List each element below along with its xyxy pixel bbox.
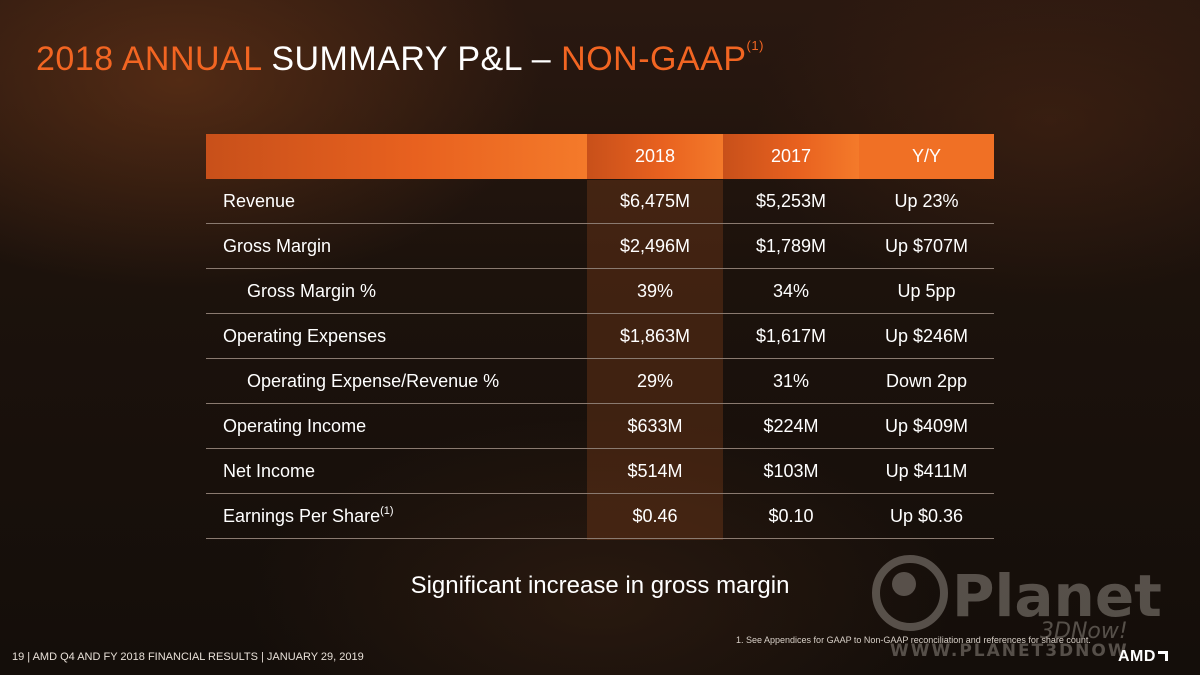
row-label: Operating Expense/Revenue %: [206, 358, 587, 404]
value-2018: 39%: [587, 268, 723, 314]
amd-logo-text: AMD: [1118, 648, 1156, 665]
value-2018: $514M: [587, 448, 723, 494]
title-summary-pl: SUMMARY P&L –: [271, 40, 552, 78]
table-row: Revenue $6,475M $5,253M Up 23%: [206, 179, 994, 224]
value-2018: $2,496M: [587, 223, 723, 269]
value-2017-text: 31%: [772, 370, 810, 391]
value-2017-text: $224M: [763, 415, 819, 436]
watermark-word: Planet: [952, 562, 1162, 630]
value-2017: $5,253M: [723, 179, 859, 224]
watermark-subword: 3DNow!: [1040, 619, 1128, 644]
title-non-gaap: NON-GAAP: [561, 40, 747, 78]
value-2017: $1,789M: [723, 223, 859, 269]
value-2017-text: $5,253M: [755, 190, 827, 211]
value-2018-text: $6,475M: [619, 190, 691, 211]
value-yy-text: Up $0.36: [889, 505, 964, 526]
value-2018-text: $633M: [627, 415, 683, 436]
footnote-ref: (1): [380, 504, 394, 517]
title-year-annual: 2018 ANNUAL: [36, 40, 262, 78]
value-yy: Up $409M: [859, 403, 994, 449]
row-label: Operating Expenses: [206, 313, 587, 359]
row-label-text: Gross Margin %: [247, 280, 377, 301]
value-yy: Up 23%: [859, 179, 994, 224]
value-yy: Up 5pp: [859, 268, 994, 314]
row-label: Gross Margin: [206, 223, 587, 269]
row-label-text: Operating Expenses: [223, 325, 387, 346]
table-row: Operating Expense/Revenue % 29% 31% Down 2p…: [206, 358, 994, 404]
table-row: Net Income $514M $103M Up $411M: [206, 448, 994, 494]
value-2017: $224M: [723, 403, 859, 449]
title-footnote-ref: (1): [746, 38, 764, 53]
planet3dnow-watermark: Planet 3DNow! WWW.PLANET3DNOW: [872, 555, 1162, 658]
row-label-text: Gross Margin: [223, 235, 332, 256]
header-2018: 2018: [587, 134, 723, 179]
row-label: Net Income: [206, 448, 587, 494]
row-label-text: Earnings Per Share: [223, 505, 381, 526]
table-row: Earnings Per Share(1) $0.46 $0.10 Up $0.36: [206, 493, 994, 539]
value-2018: $6,475M: [587, 179, 723, 224]
row-label: Revenue: [206, 179, 587, 224]
slide-title: 2018 ANNUAL SUMMARY P&L – NON-GAAP(1): [36, 38, 764, 79]
value-yy-text: Up 23%: [894, 190, 959, 211]
header-label: [206, 134, 587, 179]
value-2017: 31%: [723, 358, 859, 404]
row-label: Earnings Per Share(1): [206, 493, 587, 539]
value-2017-text: $103M: [763, 460, 819, 481]
watermark-url: WWW.PLANET3DNOW: [890, 641, 1129, 658]
table-body: Revenue $6,475M $5,253M Up 23% Gross Margin $…: [206, 179, 994, 539]
value-2017-text: $1,789M: [755, 235, 827, 256]
table-row: Operating Income $633M $224M Up $409M: [206, 403, 994, 449]
table-row: Gross Margin % 39% 34% Up 5pp: [206, 268, 994, 314]
value-yy-text: Up $246M: [884, 325, 969, 346]
value-2018: $0.46: [587, 493, 723, 539]
amd-arrow-icon: [1157, 651, 1168, 661]
table-row: Gross Margin $2,496M $1,789M Up $707M: [206, 223, 994, 269]
value-yy-text: Up 5pp: [897, 280, 956, 301]
amd-logo: AMD: [1118, 648, 1168, 666]
value-yy-text: Up $707M: [884, 235, 969, 256]
table-header-row: 2018 2017 Y/Y: [206, 134, 994, 179]
value-2017-text: $1,617M: [755, 325, 827, 346]
value-2017: $1,617M: [723, 313, 859, 359]
value-2017-text: 34%: [772, 280, 810, 301]
header-yy: Y/Y: [859, 134, 994, 179]
row-label-text: Revenue: [223, 190, 296, 211]
value-2017-text: $0.10: [768, 505, 814, 526]
value-yy: Up $411M: [859, 448, 994, 494]
row-label-text: Net Income: [223, 460, 316, 481]
value-2017: 34%: [723, 268, 859, 314]
row-label: Operating Income: [206, 403, 587, 449]
value-2018-text: $1,863M: [619, 325, 691, 346]
row-label: Gross Margin %: [206, 268, 587, 314]
value-yy: Down 2pp: [859, 358, 994, 404]
row-label-text: Operating Income: [223, 415, 367, 436]
value-2018-text: $2,496M: [619, 235, 691, 256]
value-2018-text: $0.46: [632, 505, 678, 526]
value-2018-text: 29%: [636, 370, 674, 391]
value-yy-text: Down 2pp: [885, 370, 968, 391]
summary-statement: Significant increase in gross margin: [410, 572, 790, 599]
pl-summary-table: 2018 2017 Y/Y Revenue $6,475M $5,253M Up 23…: [206, 134, 994, 539]
value-2017: $0.10: [723, 493, 859, 539]
value-2018: 29%: [587, 358, 723, 404]
value-2018: $633M: [587, 403, 723, 449]
row-label-text: Operating Expense/Revenue %: [247, 370, 500, 391]
value-yy-text: Up $409M: [884, 415, 969, 436]
value-yy: Up $246M: [859, 313, 994, 359]
table-row: Operating Expenses $1,863M $1,617M Up $246M: [206, 313, 994, 359]
value-yy-text: Up $411M: [885, 460, 968, 481]
value-2018-text: 39%: [636, 280, 674, 301]
slide-footer: 19 | AMD Q4 AND FY 2018 FINANCIAL RESULT…: [12, 651, 364, 663]
value-yy: Up $0.36: [859, 493, 994, 539]
footnote: 1. See Appendices for GAAP to Non-GAAP r…: [736, 635, 1091, 645]
value-yy: Up $707M: [859, 223, 994, 269]
value-2018-text: $514M: [627, 460, 683, 481]
header-2017: 2017: [723, 134, 859, 179]
value-2017: $103M: [723, 448, 859, 494]
value-2018: $1,863M: [587, 313, 723, 359]
